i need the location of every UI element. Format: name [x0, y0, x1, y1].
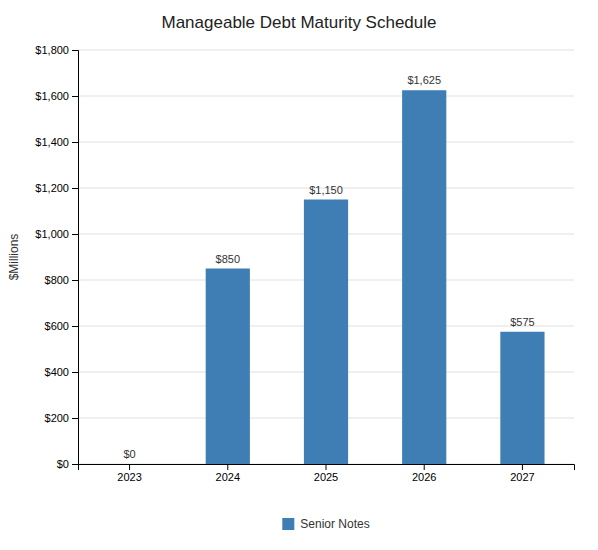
tick: $0	[57, 458, 78, 470]
grid	[78, 50, 574, 464]
tick-mark	[522, 464, 523, 470]
tick-mark	[227, 464, 228, 470]
tick-mark	[72, 188, 78, 189]
data-label: $1,150	[309, 184, 343, 196]
tick: 2024	[216, 464, 240, 483]
x-axis: 2023 2024 2025 2026 2027	[79, 464, 575, 483]
tick-mark	[72, 326, 78, 327]
tick-mark	[72, 280, 78, 281]
axis-title: $Millions	[7, 234, 21, 281]
tick-label: 2025	[314, 471, 338, 483]
tick: $1,800	[35, 44, 78, 56]
tick: 2026	[412, 464, 436, 483]
tick-label: $400	[45, 366, 69, 378]
legend-label: Senior Notes	[300, 517, 369, 531]
tick-label: $800	[45, 274, 69, 286]
tick: $1,000	[35, 228, 78, 240]
tick: $200	[45, 412, 78, 424]
tick-mark	[72, 418, 78, 419]
data-label: $850	[216, 253, 240, 265]
bar	[402, 90, 446, 464]
tick: 2025	[314, 464, 338, 483]
tick-label: 2024	[216, 471, 240, 483]
tick-mark	[72, 234, 78, 235]
tick: $1,200	[35, 182, 78, 194]
axis-line	[79, 465, 575, 471]
tick-label: $1,800	[35, 44, 69, 56]
tick-mark	[72, 142, 78, 143]
plot: $0 $200 $400 $600 $800 $1,000 $1,200 $1,400 $1,6…	[35, 44, 574, 483]
grid-line	[78, 50, 574, 51]
title: Manageable Debt Maturity Schedule	[162, 13, 437, 32]
tick: 2023	[117, 464, 141, 483]
tick-label: $1,600	[35, 90, 69, 102]
tick-label: $200	[45, 412, 69, 424]
axis-line	[72, 51, 79, 465]
grid-line	[78, 142, 574, 143]
tick-mark	[72, 50, 78, 51]
tick-mark	[326, 464, 327, 470]
bar	[500, 332, 544, 464]
tick: $1,400	[35, 136, 78, 148]
tick-label: $1,000	[35, 228, 69, 240]
legend-item: Senior Notes	[282, 517, 369, 531]
bar	[304, 200, 348, 465]
tick-label: 2023	[117, 471, 141, 483]
tick: $1,600	[35, 90, 78, 102]
legend: Senior Notes	[282, 517, 369, 531]
legend-swatch	[282, 518, 294, 530]
tick-label: $1,400	[35, 136, 69, 148]
tick-label: $600	[45, 320, 69, 332]
tick-mark	[129, 464, 130, 470]
data-label: $0	[123, 448, 135, 460]
bars	[206, 90, 545, 464]
chart: $0 $200 $400 $600 $800 $1,000 $1,200 $1,400 $1,6…	[0, 0, 598, 550]
tick-mark	[424, 464, 425, 470]
bar	[206, 269, 250, 465]
tick: $800	[45, 274, 78, 286]
tick-label: $1,200	[35, 182, 69, 194]
y-axis: $0 $200 $400 $600 $800 $1,000 $1,200 $1,400 $1,6…	[35, 44, 78, 470]
tick: $600	[45, 320, 78, 332]
bar	[107, 464, 151, 465]
data-label: $575	[510, 316, 534, 328]
data-label: $1,625	[407, 74, 441, 86]
data-labels: $0 $850 $1,150 $1,625 $575	[123, 74, 534, 460]
tick: $400	[45, 366, 78, 378]
grid-line	[78, 96, 574, 97]
tick-label: $0	[57, 458, 69, 470]
tick: 2027	[510, 464, 534, 483]
tick-mark	[72, 372, 78, 373]
tick-mark	[72, 96, 78, 97]
tick-mark	[72, 464, 78, 465]
tick-label: 2026	[412, 471, 436, 483]
tick-label: 2027	[510, 471, 534, 483]
